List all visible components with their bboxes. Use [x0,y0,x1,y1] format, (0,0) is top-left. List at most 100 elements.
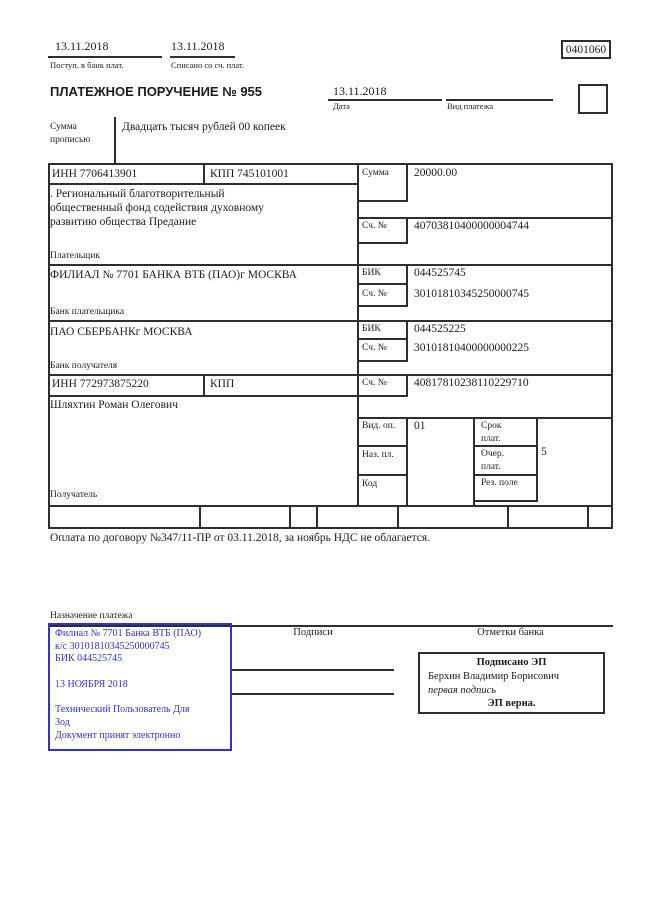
payment-purpose-label: Назначение платежа [50,611,133,621]
payer-bank-account-label: Сч. № [362,289,387,299]
table-bottom-border [48,505,613,507]
thin-row-divider-4 [397,505,399,529]
acct1-cell-divider [357,242,408,244]
payer-account-value: 40703810400000004744 [414,220,529,232]
amount-words-label: Сумма прописью [50,122,91,145]
payment-type-underline [446,99,553,101]
signatures-label: Подписи [293,627,333,638]
form-code-box: 0401060 [561,40,611,59]
payer-bank-account-value: 30101810345250000745 [414,288,529,300]
term-col-left-border [473,417,475,507]
payee-bank-name: ПАО СБЕРБАНКг МОСКВА [50,326,193,338]
payer-account-label: Сч. № [362,221,387,231]
payee-bank-account-label: Сч. № [362,343,387,353]
opblock-top-divider [357,417,613,419]
payer-label: Плательщик [50,251,101,261]
table-left-border [48,163,50,529]
sum-row-divider [357,217,613,219]
payer-bank-bik-value: 044525745 [414,267,466,279]
stamp-signer-name: Берхин Владимир Борисович [428,671,559,682]
date-label: Дата [333,101,350,111]
thin-row-divider-5 [507,505,509,529]
payment-type-label: Вид платежа [447,101,494,111]
signature-line-1 [232,669,394,671]
op-row-divider [357,445,408,447]
table-top-border [48,163,613,165]
sum-value: 20000.00 [414,167,458,179]
payer-bank-name: ФИЛИАЛ № 7701 БАНКА ВТБ (ПАО)г МОСКВА [50,269,297,281]
sum-label-right-border [406,163,408,202]
payee-account-label: Сч. № [362,378,387,388]
term-row-divider [473,445,538,447]
payer-bank-label: Банк плательщика [50,307,125,317]
naz-row-divider [357,474,408,476]
payer-block-divider [48,264,613,266]
stamp-verified: ЭП верна. [487,698,536,709]
debited-date-underline [170,56,235,58]
sum-cell-divider [357,200,408,202]
payment-type-box [578,84,608,114]
bank-marks-label: Отметки банка [477,627,544,638]
payer-bank-block-divider [48,320,613,322]
thin-row-bottom-border [48,527,613,529]
payee-bank-bik-label: БИК [362,324,381,334]
amount-words-value: Двадцать тысяч рублей 00 копеек [122,121,286,133]
opblock-label-right-border [406,417,408,507]
order-value: 5 [541,446,547,458]
reserve-label: Рез. поле [481,478,518,488]
signature-stamp-box: Подписано ЭП Берхин Владимир Борисович п… [418,652,605,714]
acct2-cell-divider [357,305,408,307]
stamp-title: Подписано ЭП [476,657,547,668]
reserve-cell-bottom [473,500,538,502]
payee-account-value: 40817810238110229710 [414,377,529,389]
received-in-bank-date: 13.11.2018 [55,39,109,53]
thin-row-divider-3 [316,505,318,529]
payee-inn-kpp-divider [203,374,205,397]
amount-words-divider [114,117,116,163]
document-title: ПЛАТЕЖНОЕ ПОРУЧЕНИЕ № 955 [50,84,263,99]
payer-name: . Региональный благотворительный обществ… [50,188,264,229]
acct4-label-right-border [406,374,408,397]
payee-label: Получатель [50,490,98,500]
bank-electronic-note: Филиал № 7701 Банка ВТБ (ПАО) к/с 301018… [48,623,232,751]
payee-bank-account-value: 30101810400000000225 [414,342,529,354]
payer-bank-bik-label: БИК [362,268,381,278]
op-type-label: Вид. оп. [362,421,396,431]
payment-purpose-text: Оплата по договору №347/11-ПР от 03.11.2… [50,532,431,544]
stamp-signature-type: первая подпись [428,685,497,696]
payee-inn-row-divider [48,395,408,397]
term-label: Срок плат. [481,421,502,444]
bik1-cell-divider [357,283,408,285]
received-date-underline [48,56,162,58]
debited-date: 13.11.2018 [171,39,225,53]
thin-row-divider-1 [199,505,201,529]
order-row-divider [473,474,538,476]
payee-name: Шляхтин Роман Олегович [50,399,178,411]
payee-bank-block-divider [48,374,613,376]
main-column-divider [357,163,359,507]
date-underline [328,99,442,101]
form-code: 0401060 [565,43,607,56]
payee-kpp: КПП [210,378,235,390]
order-label: Очер. плат. [481,449,504,472]
sum-label: Сумма [362,168,389,178]
bik2-cell-divider [357,338,408,340]
thin-row-divider-2 [289,505,291,529]
payer-inn: ИНН 7706413901 [52,168,138,180]
acct3-cell-divider [357,360,408,362]
signature-line-2 [232,693,394,695]
payee-bank-label: Банк получателя [50,361,118,371]
payer-inn-kpp-divider [203,163,205,185]
purpose-code-label: Наз. пл. [362,450,394,460]
term-col-right-border [536,417,538,502]
acct1-label-right-border [406,217,408,244]
purpose-bottom-border [48,625,613,627]
document-date: 13.11.2018 [333,84,387,98]
thin-row-divider-6 [587,505,589,529]
op-type-value: 01 [414,420,426,432]
payer-kpp: КПП 745101001 [210,168,289,180]
received-in-bank-label: Поступ. в банк плат. [50,60,124,70]
payee-inn: ИНН 772973875220 [52,378,149,390]
code-label: Код [362,479,378,489]
